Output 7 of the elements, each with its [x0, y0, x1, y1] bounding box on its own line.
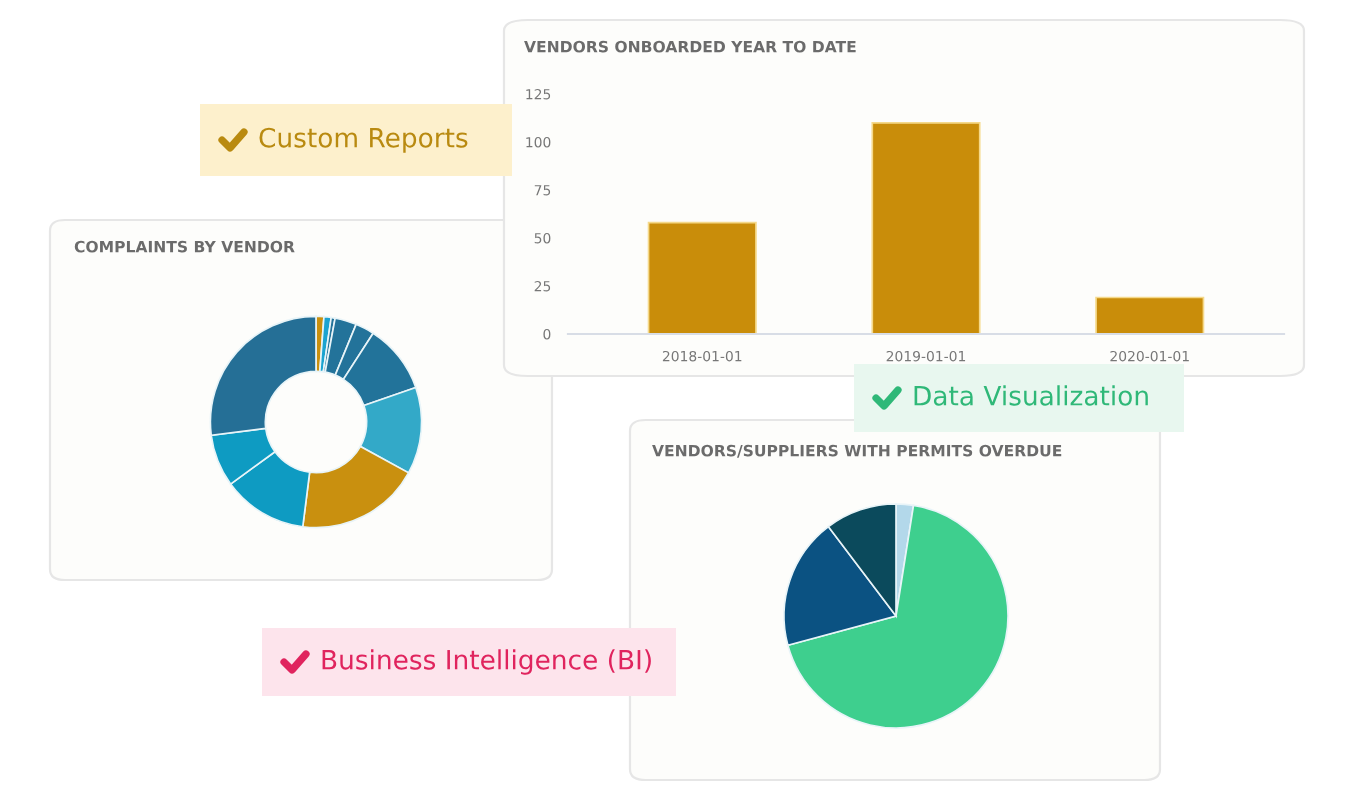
bar [1095, 296, 1205, 334]
text: Data Visualization [914, 385, 1148, 406]
bar [647, 221, 757, 334]
pie-slice [787, 504, 1009, 729]
bar [871, 121, 981, 334]
text: Business Intelligence (BI) [322, 649, 651, 675]
text: Custom Reports [259, 127, 468, 153]
